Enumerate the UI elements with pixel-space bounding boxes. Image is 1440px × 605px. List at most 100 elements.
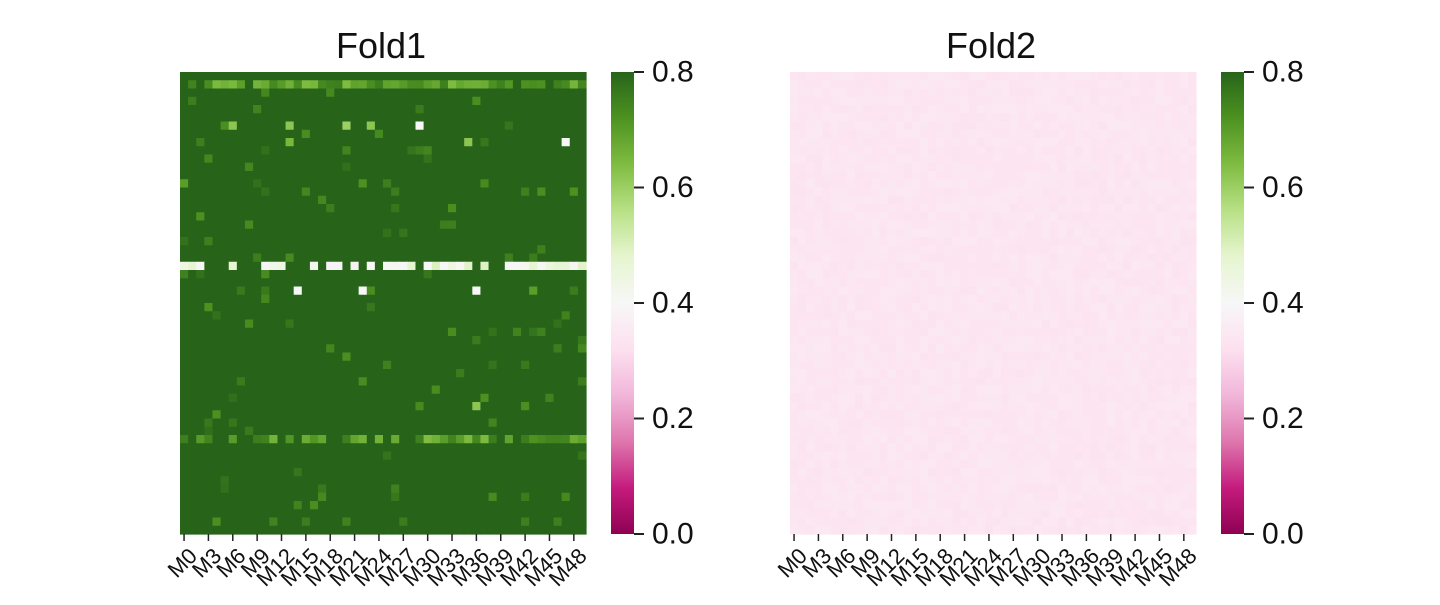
heatmap-cell (831, 262, 840, 271)
heatmap-cell (180, 328, 189, 337)
heatmap-cell (1147, 303, 1156, 312)
heatmap-cell (961, 229, 970, 238)
heatmap-cell (952, 402, 961, 411)
heatmap-cell (489, 419, 498, 428)
heatmap-cell (245, 130, 254, 139)
heatmap-cell (822, 204, 831, 213)
heatmap-cell (440, 336, 449, 345)
heatmap-cell (1180, 171, 1189, 180)
heatmap-cell (1017, 245, 1026, 254)
heatmap-cell (286, 287, 295, 296)
heatmap-cell (261, 460, 270, 469)
heatmap-cell (497, 245, 506, 254)
heatmap-cell (529, 105, 538, 114)
heatmap-cell (1009, 72, 1018, 81)
heatmap-cell (1139, 320, 1148, 329)
heatmap-cell (294, 344, 303, 353)
heatmap-cell (1082, 80, 1091, 89)
heatmap-cell (952, 344, 961, 353)
heatmap-cell (497, 427, 506, 436)
heatmap-cell (521, 493, 530, 502)
heatmap-cell (1050, 113, 1059, 122)
heatmap-cell (1050, 361, 1059, 370)
heatmap-cell (1066, 361, 1075, 370)
heatmap-cell (513, 443, 522, 452)
heatmap-cell (399, 245, 408, 254)
heatmap-cell (440, 122, 449, 131)
heatmap-cell (302, 501, 311, 510)
heatmap-cell (367, 468, 376, 477)
heatmap-cell (847, 122, 856, 131)
heatmap-cell (383, 435, 392, 444)
heatmap-cell (545, 138, 554, 147)
heatmap-cell (554, 188, 563, 197)
heatmap-cell (936, 344, 945, 353)
heatmap-cell (204, 204, 213, 213)
heatmap-cell (399, 254, 408, 263)
heatmap-cell (221, 526, 230, 535)
heatmap-cell (554, 146, 563, 155)
heatmap-cell (1050, 270, 1059, 279)
heatmap-cell (936, 353, 945, 362)
heatmap-cell (294, 509, 303, 518)
heatmap-cell (1082, 138, 1091, 147)
heatmap-cell (342, 476, 351, 485)
heatmap-cell (1017, 402, 1026, 411)
heatmap-cell (993, 369, 1002, 378)
heatmap-cell (513, 270, 522, 279)
heatmap-cell (1090, 254, 1099, 263)
heatmap-cell (253, 460, 262, 469)
heatmap-cell (570, 443, 579, 452)
heatmap-cell (261, 386, 270, 395)
heatmap-cell (212, 155, 221, 164)
heatmap-cell (432, 361, 441, 370)
heatmap-cell (961, 245, 970, 254)
heatmap-cell (1017, 295, 1026, 304)
heatmap-cell (578, 435, 587, 444)
heatmap-cell (489, 122, 498, 131)
heatmap-cell (839, 361, 848, 370)
heatmap-cell (310, 138, 319, 147)
heatmap-cell (1107, 410, 1116, 419)
heatmap-cell (822, 270, 831, 279)
heatmap-cell (1172, 245, 1181, 254)
heatmap-cell (342, 237, 351, 246)
heatmap-cell (1123, 353, 1132, 362)
heatmap-cell (229, 80, 238, 89)
heatmap-cell (464, 72, 473, 81)
heatmap-cell (969, 344, 978, 353)
heatmap-cell (1123, 80, 1132, 89)
heatmap-cell (318, 501, 327, 510)
heatmap-cell (529, 212, 538, 221)
heatmap-cell (245, 369, 254, 378)
heatmap-cell (253, 295, 262, 304)
heatmap-cell (391, 229, 400, 238)
heatmap-cell (456, 262, 465, 271)
heatmap-cell (334, 377, 343, 386)
heatmap-cell (391, 476, 400, 485)
heatmap-cell (1058, 155, 1067, 164)
heatmap-cell (334, 89, 343, 98)
heatmap-cell (277, 212, 286, 221)
heatmap-cell (578, 427, 587, 436)
heatmap-cell (489, 353, 498, 362)
heatmap-cell (944, 163, 953, 172)
heatmap-cell (489, 435, 498, 444)
heatmap-cell (448, 295, 457, 304)
heatmap-cell (302, 476, 311, 485)
heatmap-cell (1147, 237, 1156, 246)
heatmap-cell (334, 254, 343, 263)
heatmap-cell (351, 287, 360, 296)
heatmap-cell (562, 122, 571, 131)
heatmap-cell (1082, 72, 1091, 81)
heatmap-cell (375, 435, 384, 444)
heatmap-cell (529, 443, 538, 452)
heatmap-cell (1172, 303, 1181, 312)
heatmap-cell (1099, 97, 1108, 106)
heatmap-cell (245, 72, 254, 81)
heatmap-cell (1074, 171, 1083, 180)
heatmap-cell (399, 402, 408, 411)
heatmap-cell (497, 212, 506, 221)
heatmap-cell (310, 435, 319, 444)
heatmap-cell (936, 171, 945, 180)
